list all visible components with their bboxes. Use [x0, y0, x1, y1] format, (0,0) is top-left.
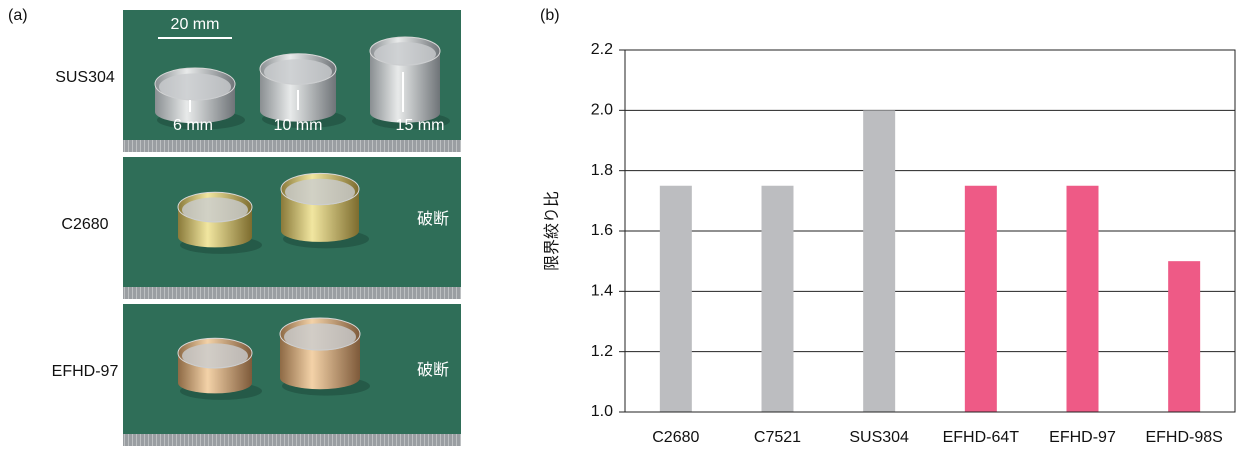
cup-inside	[264, 59, 332, 85]
y-tick-label: 1.2	[591, 343, 613, 360]
y-tick-label: 2.0	[591, 102, 613, 119]
x-tick-label: EFHD-64T	[943, 429, 1020, 446]
cup-inside	[182, 197, 248, 222]
ruler	[123, 287, 461, 299]
bar	[863, 110, 895, 412]
y-axis-label: 限界絞り比	[543, 191, 561, 271]
photo-annotation: 破断	[417, 210, 449, 228]
row-label: EFHD-97	[52, 363, 119, 380]
y-tick-label: 1.8	[591, 162, 613, 179]
photo-panel	[123, 10, 461, 446]
y-tick-label: 1.0	[591, 403, 613, 420]
photo-annotation: 破断	[417, 361, 449, 379]
cup-inside	[374, 42, 436, 66]
panel-label: (a)	[8, 7, 28, 24]
cup-inside	[159, 73, 231, 100]
row-label: SUS304	[55, 69, 115, 86]
bar	[762, 186, 794, 412]
photo-annotation: 20 mm	[171, 16, 220, 33]
ruler	[123, 140, 461, 152]
photo-annotation: 6 mm	[173, 117, 213, 134]
bar	[1168, 261, 1200, 412]
x-tick-label: C2680	[652, 429, 699, 446]
bar	[660, 186, 692, 412]
cup-bottom	[178, 373, 252, 394]
cup-bottom	[178, 227, 252, 248]
x-tick-label: EFHD-98S	[1145, 429, 1222, 446]
bar	[1067, 186, 1099, 412]
cup-inside	[182, 343, 248, 368]
x-tick-label: EFHD-97	[1049, 429, 1116, 446]
x-tick-label: C7521	[754, 429, 801, 446]
cup-bottom	[281, 220, 359, 242]
row-label: C2680	[61, 216, 108, 233]
photo-annotation: 10 mm	[274, 117, 323, 134]
x-tick-label: SUS304	[849, 429, 909, 446]
cup-bottom	[280, 367, 360, 389]
ruler	[123, 434, 461, 446]
bar	[965, 186, 997, 412]
cup-inside	[285, 179, 355, 206]
photo-annotation: 15 mm	[396, 117, 445, 134]
y-tick-label: 1.4	[591, 283, 613, 300]
y-tick-label: 2.2	[591, 41, 613, 58]
panel-label: (b)	[540, 7, 560, 24]
figure: (a) (b) 限界絞り比 SUS304 C2680 EFHD-97 20 mm 6 m…	[0, 0, 1253, 454]
y-tick-label: 1.6	[591, 222, 613, 239]
cup-inside	[284, 323, 356, 350]
